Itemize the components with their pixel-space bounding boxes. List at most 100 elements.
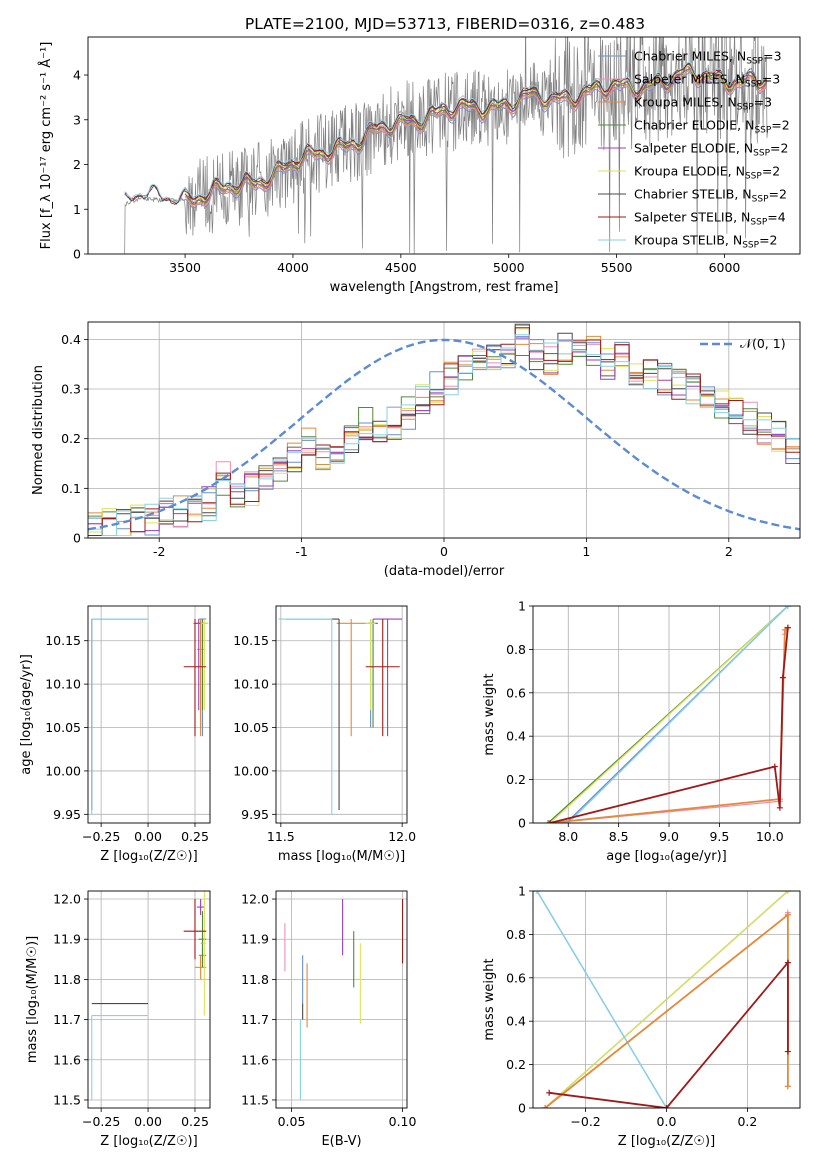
x-axis-label: Z [log₁₀(Z/Z☉)] — [100, 849, 197, 864]
y-tick-label: 0 — [73, 531, 81, 546]
legend-label-suffix: =2 — [762, 164, 780, 179]
legend-label-main: Chabrier ELODIE, N — [634, 118, 754, 133]
y-tick-label: 11.9 — [53, 932, 81, 947]
cumulative-weight-line — [567, 606, 789, 823]
x-tick-label: 6000 — [709, 260, 741, 275]
legend-label-main: Chabrier STELIB, N — [634, 187, 752, 202]
legend-label: Salpeter MILES, NSSP=3 — [634, 72, 780, 90]
legend-label-suffix: =2 — [770, 141, 788, 156]
legend-label: Kroupa ELODIE, NSSP=2 — [634, 164, 780, 182]
normal-distribution-curve — [88, 338, 800, 531]
y-axis-label: Flux [f_λ 10⁻¹⁷ erg cm⁻² s⁻¹ Å⁻¹] — [38, 42, 54, 250]
weight-marker — [784, 1083, 791, 1090]
legend-label-suffix: =3 — [754, 95, 772, 110]
weight-marker — [784, 624, 791, 631]
y-tick-label: 0.4 — [506, 1014, 526, 1029]
x-tick-label: 5000 — [493, 260, 525, 275]
y-tick-label: 11.7 — [53, 1012, 81, 1027]
y-tick-label: 11.7 — [241, 1012, 269, 1027]
y-tick-label: 0.2 — [506, 1057, 526, 1072]
x-tick-label: 8.0 — [558, 829, 578, 844]
legend-label-main: Kroupa MILES, N — [634, 95, 737, 110]
plot-area — [124, 37, 768, 254]
y-tick-label: 0.1 — [61, 481, 81, 496]
legend-label: Kroupa STELIB, NSSP=2 — [634, 233, 778, 251]
cumulative-weight-line — [549, 960, 789, 1108]
x-tick-label: 12.0 — [388, 829, 416, 844]
legend-label: Chabrier ELODIE, NSSP=2 — [634, 118, 790, 136]
legend-label-suffix: =4 — [767, 210, 785, 225]
y-axis-label: age [log₁₀(age/yr)] — [19, 654, 34, 775]
legend-label-main: Chabrier MILES, N — [634, 49, 746, 64]
x-tick-label: −0.25 — [82, 1114, 120, 1129]
y-axis-label: mass weight — [482, 673, 497, 755]
cumulative-weight-line — [544, 891, 789, 1108]
axes-frame — [87, 36, 801, 255]
x-axis-label: Z [log₁₀(Z/Z☉)] — [618, 1134, 715, 1149]
x-tick-label: 0.00 — [134, 829, 162, 844]
y-tick-label: 11.8 — [241, 972, 269, 987]
axes-frame — [275, 890, 408, 1109]
plot-area — [91, 891, 207, 1100]
y-tick-label: 0.8 — [506, 927, 526, 942]
plot-area — [88, 323, 800, 536]
y-tick-label: 10.05 — [45, 720, 81, 735]
x-tick-label: 2 — [725, 544, 733, 559]
mass-vs-metallicity-panel: −0.25 0.00 0.25 11.5 11.6 11.7 11.8 11.9 12.0 Z [… — [25, 890, 211, 1149]
weight-vs-metallicity-panel: −0.2 0.0 0.2 0 0.2 0.4 0.6 0.8 1 Z [log₁₀(Z/Z☉)] m… — [482, 884, 801, 1149]
x-axis-label: mass [log₁₀(M/M☉)] — [278, 849, 405, 864]
axes-frame — [87, 890, 211, 1109]
plot-area — [284, 899, 404, 1100]
legend-label-sub: SSP — [752, 195, 769, 205]
y-tick-label: 10.05 — [233, 720, 269, 735]
x-tick-label: 8.5 — [609, 829, 629, 844]
legend-label-sub: SSP — [737, 103, 754, 113]
legend-label-sub: SSP — [745, 80, 762, 90]
residual-histogram-line — [88, 327, 800, 536]
y-tick-label: 10.00 — [45, 763, 81, 778]
legend-label-sub: SSP — [754, 126, 771, 136]
x-tick-label: 0.0 — [657, 1114, 677, 1129]
y-axis-label: mass weight — [482, 958, 497, 1040]
residuals-panel: -2 -1 0 1 2 0 0.1 0.2 0.3 0.4 (data-model)/error No… — [31, 321, 801, 579]
y-tick-label: 1 — [518, 599, 526, 614]
x-tick-label: -2 — [153, 544, 165, 559]
x-axis-label: age [log₁₀(age/yr)] — [606, 849, 727, 864]
x-tick-label: 5500 — [601, 260, 633, 275]
y-tick-label: 0.8 — [506, 642, 526, 657]
weight-marker — [545, 820, 552, 823]
y-tick-label: 12.0 — [241, 892, 269, 907]
y-tick-label: 11.8 — [53, 972, 81, 987]
x-axis-label: (data-model)/error — [384, 564, 505, 579]
weight-marker — [663, 1105, 670, 1108]
y-tick-label: 10.00 — [233, 763, 269, 778]
y-tick-label: 9.95 — [53, 807, 81, 822]
legend-label-suffix: =3 — [763, 49, 781, 64]
y-tick-label: 10.10 — [233, 677, 269, 692]
axes-frame — [532, 890, 801, 1109]
y-tick-label: 11.9 — [241, 932, 269, 947]
y-axis-label: mass [log₁₀(M/M☉)] — [25, 936, 40, 1063]
y-tick-label: 0.3 — [61, 382, 81, 397]
x-tick-label: 0.10 — [389, 1114, 417, 1129]
x-tick-label: 0.2 — [737, 1114, 757, 1129]
x-tick-label: 0.25 — [181, 829, 209, 844]
legend-label-suffix: =2 — [769, 187, 787, 202]
figure-title: PLATE=2100, MJD=53713, FIBERID=0316, z=0… — [245, 15, 645, 33]
y-tick-label: 9.95 — [241, 807, 269, 822]
legend-label: 𝒩(0, 1) — [740, 336, 786, 351]
x-tick-label: 4000 — [277, 260, 309, 275]
y-axis-label: Normed distribution — [31, 365, 46, 495]
weight-marker — [542, 1105, 549, 1108]
x-axis-label: E(B-V) — [321, 1134, 361, 1149]
cumulative-weight-line — [549, 606, 789, 823]
weight-marker — [779, 674, 786, 681]
residual-histogram-line — [88, 334, 800, 536]
x-tick-label: 3500 — [169, 260, 201, 275]
axes-frame — [275, 605, 408, 824]
weight-marker — [784, 1048, 791, 1055]
legend-label-main: Kroupa ELODIE, N — [634, 164, 745, 179]
model-spectrum-line — [184, 65, 768, 204]
y-tick-label: 4 — [73, 68, 81, 83]
